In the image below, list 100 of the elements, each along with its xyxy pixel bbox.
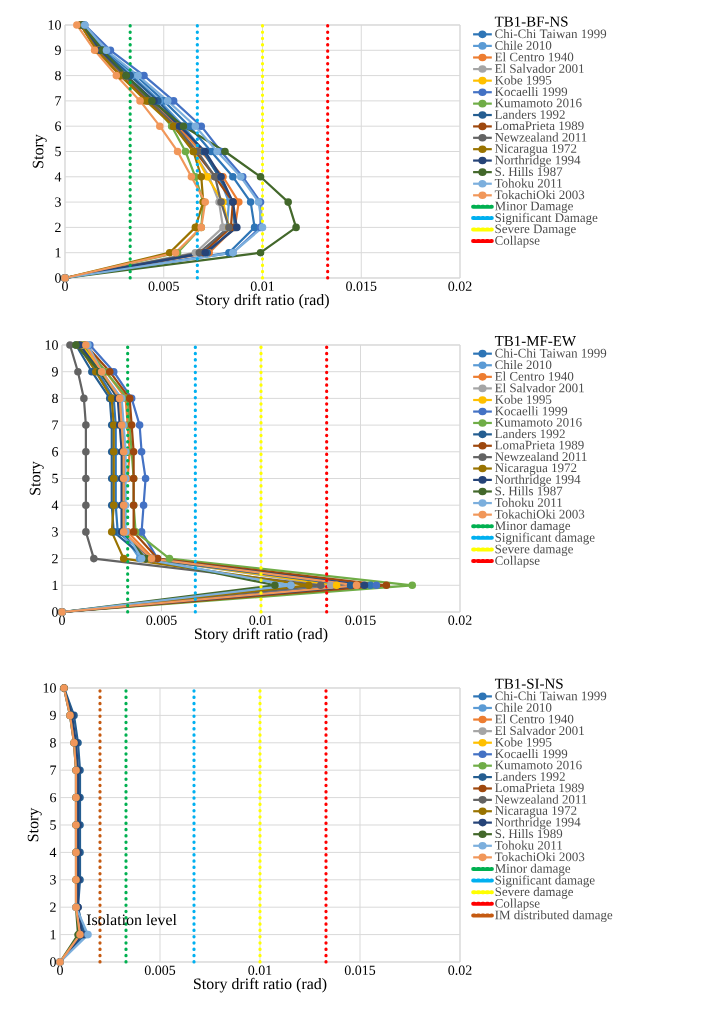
legend-label: TokachiOki 2003	[494, 852, 585, 862]
legend-label: Landers 1992	[495, 771, 565, 781]
legend-title: TB1-MF-EW	[494, 335, 576, 347]
legend-label: El Salvador 2001	[495, 725, 584, 735]
y-tick-label: 4	[54, 172, 62, 182]
x-tick-label: 0.005	[148, 281, 179, 291]
legend-label: TokachiOki 2003	[494, 509, 585, 519]
x-tick-label: 0.005	[146, 615, 177, 625]
y-tick-label: 8	[55, 70, 61, 81]
legend-label: Kobe 1995	[494, 75, 552, 85]
x-axis-title: Story drift ratio (rad)	[195, 627, 328, 643]
legend-label: Northridge 1994	[495, 474, 581, 487]
y-tick-label: 8	[50, 738, 56, 748]
legend-label: Kobe 1995	[495, 737, 552, 747]
legend-label: Newzealand 2011	[495, 794, 587, 804]
y-tick-label: 4	[51, 500, 59, 510]
y-tick-label: 1	[52, 580, 58, 590]
legend-label: Chi-Chi Taiwan 1999	[495, 691, 607, 701]
x-tick-label: 0.02	[448, 281, 472, 291]
legend-label: Severe Damage	[495, 224, 576, 236]
y-tick-label: 0	[52, 607, 58, 617]
legend-label: Newzealand 2011	[495, 451, 587, 462]
legend-label: Severe damage	[495, 887, 574, 899]
y-tick-label: 10	[45, 340, 58, 350]
legend-label: Landers 1992	[495, 429, 565, 439]
legend-label: S. Hills 1989	[495, 828, 563, 839]
legend-label: Tohoku 2011	[494, 178, 562, 188]
y-tick-label: 1	[55, 248, 61, 258]
x-tick-label: 0.01	[248, 965, 272, 975]
legend-label: Nicaragua 1972	[494, 144, 577, 156]
x-axis-title: Story drift ratio (rad)	[194, 977, 327, 993]
legend-label: Minor damage	[495, 863, 571, 876]
x-tick-label: 0.015	[345, 615, 376, 625]
x-tick-label: 0.01	[249, 615, 273, 625]
legend-label: Tohoku 2011	[494, 840, 562, 850]
x-axis-title: Story drift ratio (rad)	[196, 293, 329, 309]
legend-label: El Centro 1940	[495, 371, 574, 381]
y-tick-label: 6	[50, 792, 57, 803]
y-tick-label: 3	[55, 197, 61, 207]
y-tick-label: 0	[50, 957, 56, 967]
legend-label: Chi-Chi Taiwan 1999	[495, 348, 607, 358]
legend-label: Kocaelli 1999	[495, 406, 568, 416]
y-tick-label: 10	[43, 683, 56, 693]
y-tick-label: 7	[55, 96, 62, 106]
legend-label: Significant Damage	[495, 212, 598, 225]
y-tick-label: 3	[50, 875, 56, 885]
legend-label: Chi-Chi Taiwan 1999	[495, 29, 607, 39]
legend-label: Minor Damage	[494, 201, 573, 214]
legend-title: TB1-SI-NS	[494, 678, 563, 689]
y-tick-label: 9	[49, 710, 56, 721]
y-tick-label: 4	[49, 847, 57, 857]
y-axis-title: Story	[29, 461, 44, 495]
legend-label: Nicaragua 1972	[495, 463, 577, 475]
y-tick-label: 9	[54, 45, 61, 55]
y-tick-label: 6	[52, 447, 59, 457]
y-tick-label: 6	[55, 121, 62, 131]
legend-label: Minor damage	[495, 520, 571, 533]
y-tick-label: 5	[55, 146, 61, 157]
legend-label: Kumamoto 2016	[495, 760, 582, 770]
legend-label: Kocaelli 1999	[495, 749, 568, 759]
legend-label: Chile 2010	[495, 702, 552, 712]
legend-label: Landers 1992	[494, 109, 565, 119]
legend-label: Severe damage	[495, 544, 573, 557]
y-tick-label: 9	[51, 367, 58, 377]
y-tick-label: 1	[50, 929, 56, 940]
legend-label: Kobe 1995	[495, 394, 552, 404]
legend-title: TB1-BF-NS	[494, 16, 568, 27]
y-tick-label: 2	[52, 553, 58, 564]
annotation: Isolation level	[86, 913, 177, 926]
legend-label: Northridge 1994	[494, 155, 581, 168]
legend-label: El Salvador 2001	[495, 383, 584, 393]
legend-label: TokachiOki 2003	[494, 190, 585, 200]
legend-label: LomaPrieta 1989	[495, 440, 584, 450]
legend-label: Newzealand 2011	[494, 132, 587, 142]
y-tick-label: 8	[52, 393, 58, 404]
y-tick-label: 2	[50, 902, 56, 912]
legend-label: Collapse	[495, 235, 540, 248]
y-tick-label: 7	[50, 765, 57, 775]
legend-label: LomaPrieta 1989	[495, 783, 584, 793]
legend-label: Nicaragua 1972	[495, 806, 577, 818]
y-tick-label: 7	[52, 420, 59, 430]
legend-label: S. Hills 1987	[495, 166, 563, 177]
x-tick-label: 0.02	[448, 965, 472, 975]
legend-label: Northridge 1994	[495, 817, 581, 830]
legend-label: IM distributed damage	[495, 910, 613, 922]
x-tick-label: 0.02	[448, 615, 472, 625]
legend-label: LomaPrieta 1989	[494, 121, 584, 131]
legend-label: Chile 2010	[495, 40, 552, 50]
y-tick-label: 2	[55, 222, 61, 233]
y-tick-label: 5	[50, 820, 56, 830]
legend-label: El Salvador 2001	[494, 63, 584, 73]
legend-label: El Centro 1940	[495, 714, 574, 724]
legend-label: Kumamoto 2016	[495, 417, 582, 427]
legend-label: Significant damage	[495, 875, 595, 888]
legend-label: Tohoku 2011	[494, 497, 562, 507]
x-tick-label: 0.015	[346, 281, 377, 291]
legend-label: Collapse	[495, 555, 540, 568]
y-tick-label: 0	[55, 273, 61, 283]
legend-label: Significant damage	[495, 532, 595, 545]
legend-label: Collapse	[495, 898, 540, 911]
